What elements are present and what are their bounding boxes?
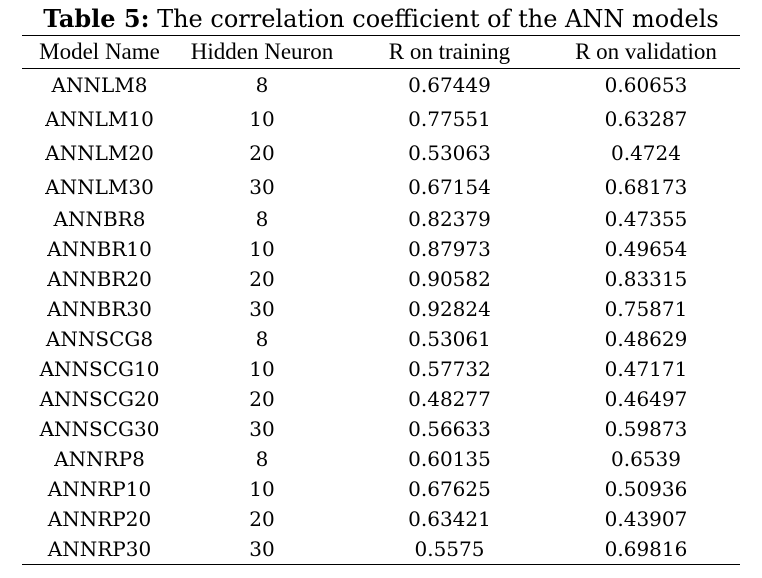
cell-hidden-neuron: 20 xyxy=(249,507,275,531)
cell-r-training: 0.87973 xyxy=(408,237,491,261)
cell-model-name: ANNRP30 xyxy=(47,537,152,561)
cell-model-name: ANNSCG10 xyxy=(39,357,160,381)
cell-model-name: ANNSCG20 xyxy=(39,387,160,411)
table-bottom-rule xyxy=(22,564,740,565)
header-r-validation: R on validation xyxy=(575,39,717,64)
cell-model-name: ANNRP20 xyxy=(47,507,152,531)
table-row: ANNSCG30 30 0.56633 0.59873 xyxy=(22,414,740,444)
cell-hidden-neuron: 20 xyxy=(249,267,275,291)
table-row: ANNRP8 8 0.60135 0.6539 xyxy=(22,444,740,474)
header-model-name: Model Name xyxy=(39,39,160,64)
cell-r-training: 0.5575 xyxy=(414,537,485,561)
cell-hidden-neuron: 20 xyxy=(249,141,275,165)
cell-hidden-neuron: 8 xyxy=(255,327,269,351)
cell-hidden-neuron: 10 xyxy=(249,237,275,261)
table-row: ANNSCG8 8 0.53061 0.48629 xyxy=(22,324,740,354)
cell-hidden-neuron: 10 xyxy=(249,107,275,131)
cell-r-training: 0.92824 xyxy=(408,297,491,321)
correlation-table: Model Name Hidden Neuron R on training R… xyxy=(22,36,740,564)
cell-r-training: 0.77551 xyxy=(408,107,491,131)
cell-r-training: 0.53061 xyxy=(408,327,491,351)
cell-hidden-neuron: 10 xyxy=(249,477,275,501)
cell-r-validation: 0.59873 xyxy=(604,417,688,441)
cell-hidden-neuron: 10 xyxy=(249,357,275,381)
cell-r-validation: 0.75871 xyxy=(604,297,688,321)
cell-model-name: ANNBR20 xyxy=(47,267,152,291)
cell-r-validation: 0.63287 xyxy=(604,107,688,131)
cell-r-training: 0.57732 xyxy=(408,357,491,381)
cell-model-name: ANNLM10 xyxy=(45,107,154,131)
cell-r-validation: 0.83315 xyxy=(604,267,688,291)
table-caption-text: The correlation coefficient of the ANN m… xyxy=(149,5,719,33)
table-row: ANNBR30 30 0.92824 0.75871 xyxy=(22,294,740,324)
table-row: ANNSCG10 10 0.57732 0.47171 xyxy=(22,354,740,384)
cell-r-validation: 0.48629 xyxy=(604,327,688,351)
cell-r-training: 0.67154 xyxy=(408,175,491,199)
cell-model-name: ANNLM8 xyxy=(51,73,148,97)
table-row: ANNLM10 10 0.77551 0.63287 xyxy=(22,102,740,136)
table-row: ANNLM20 20 0.53063 0.4724 xyxy=(22,136,740,170)
cell-r-training: 0.53063 xyxy=(408,141,491,165)
cell-model-name: ANNLM30 xyxy=(45,175,154,199)
cell-r-training: 0.82379 xyxy=(408,207,491,231)
cell-r-training: 0.90582 xyxy=(408,267,491,291)
cell-r-validation: 0.47171 xyxy=(604,357,688,381)
cell-hidden-neuron: 30 xyxy=(249,297,275,321)
table-header-row: Model Name Hidden Neuron R on training R… xyxy=(22,36,740,68)
table-caption: Table 5: The correlation coefficient of … xyxy=(0,4,762,34)
table-caption-label: Table 5: xyxy=(43,4,150,33)
cell-hidden-neuron: 8 xyxy=(255,73,269,97)
table-row: ANNLM8 8 0.67449 0.60653 xyxy=(22,68,740,102)
cell-model-name: ANNRP8 xyxy=(54,447,145,471)
cell-r-validation: 0.46497 xyxy=(604,387,688,411)
cell-model-name: ANNLM20 xyxy=(45,141,154,165)
cell-model-name: ANNRP10 xyxy=(47,477,152,501)
cell-hidden-neuron: 8 xyxy=(255,447,269,471)
table-row: ANNBR8 8 0.82379 0.47355 xyxy=(22,204,740,234)
cell-hidden-neuron: 20 xyxy=(249,387,275,411)
cell-r-validation: 0.6539 xyxy=(611,447,681,471)
cell-r-training: 0.63421 xyxy=(408,507,491,531)
cell-model-name: ANNBR8 xyxy=(53,207,146,231)
cell-r-validation: 0.47355 xyxy=(604,207,688,231)
header-r-training: R on training xyxy=(388,39,511,64)
cell-r-validation: 0.43907 xyxy=(604,507,688,531)
table-row: ANNSCG20 20 0.48277 0.46497 xyxy=(22,384,740,414)
cell-hidden-neuron: 30 xyxy=(249,175,275,199)
table-row: ANNRP20 20 0.63421 0.43907 xyxy=(22,504,740,534)
cell-r-validation: 0.50936 xyxy=(604,477,688,501)
table-header-rule xyxy=(22,68,740,69)
cell-hidden-neuron: 30 xyxy=(249,537,275,561)
table-row: ANNLM30 30 0.67154 0.68173 xyxy=(22,170,740,204)
cell-r-training: 0.67449 xyxy=(408,73,491,97)
cell-r-training: 0.48277 xyxy=(408,387,491,411)
cell-hidden-neuron: 8 xyxy=(255,207,269,231)
cell-hidden-neuron: 30 xyxy=(249,417,275,441)
cell-model-name: ANNBR10 xyxy=(47,237,152,261)
table-row: ANNBR20 20 0.90582 0.83315 xyxy=(22,264,740,294)
table-row: ANNRP10 10 0.67625 0.50936 xyxy=(22,474,740,504)
cell-model-name: ANNBR30 xyxy=(47,297,152,321)
header-hidden-neuron: Hidden Neuron xyxy=(190,39,334,64)
cell-model-name: ANNSCG8 xyxy=(45,327,154,351)
table-row: ANNBR10 10 0.87973 0.49654 xyxy=(22,234,740,264)
cell-r-validation: 0.4724 xyxy=(611,141,681,165)
cell-r-training: 0.56633 xyxy=(408,417,491,441)
cell-r-training: 0.67625 xyxy=(408,477,491,501)
cell-r-validation: 0.68173 xyxy=(604,175,688,199)
table-top-rule xyxy=(22,35,740,36)
cell-r-validation: 0.60653 xyxy=(604,73,688,97)
cell-r-training: 0.60135 xyxy=(408,447,491,471)
cell-r-validation: 0.69816 xyxy=(604,537,688,561)
cell-r-validation: 0.49654 xyxy=(604,237,688,261)
cell-model-name: ANNSCG30 xyxy=(39,417,160,441)
table-row: ANNRP30 30 0.5575 0.69816 xyxy=(22,534,740,564)
